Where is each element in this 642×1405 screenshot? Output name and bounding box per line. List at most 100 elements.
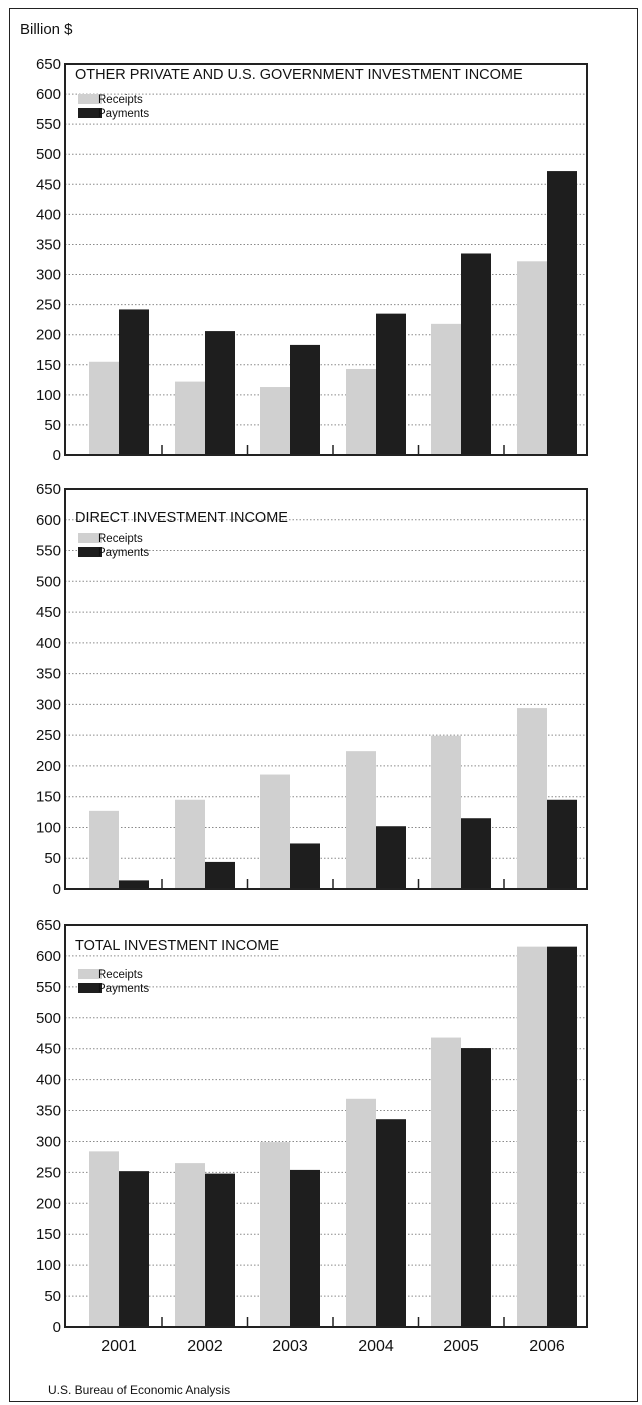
bar-payments-2006 — [547, 799, 577, 889]
y-tick-label: 400 — [36, 206, 61, 223]
y-tick-label: 350 — [36, 236, 61, 253]
y-tick-label: 400 — [36, 1072, 61, 1089]
bar-receipts-2005 — [431, 735, 461, 889]
y-tick-label: 200 — [36, 758, 61, 775]
y-tick-label: 600 — [36, 948, 61, 965]
plot-frame — [64, 488, 588, 890]
y-tick-label: 250 — [36, 1164, 61, 1181]
bar-payments-2002 — [205, 1173, 235, 1327]
bar-payments-2004 — [376, 313, 406, 455]
bar-payments-2002 — [205, 861, 235, 889]
y-tick-label: 250 — [36, 727, 61, 744]
bar-payments-2004 — [376, 826, 406, 889]
plot-frame — [64, 63, 588, 456]
legend-swatch-payments — [78, 547, 102, 557]
y-tick-label: 200 — [36, 327, 61, 344]
chart-panels: 050100150200250300350400450500550600650O… — [36, 56, 588, 1355]
y-tick-label: 650 — [36, 917, 61, 934]
bar-receipts-2003 — [260, 1142, 290, 1327]
y-tick-label: 300 — [36, 1133, 61, 1150]
bar-receipts-2005 — [431, 323, 461, 455]
y-tick-label: 350 — [36, 666, 61, 683]
y-tick-label: 100 — [36, 1257, 61, 1274]
x-tick-label: 2002 — [187, 1338, 223, 1355]
y-tick-label: 450 — [36, 1041, 61, 1058]
unit-label: Billion $ — [20, 21, 73, 38]
legend-swatch-receipts — [78, 533, 102, 543]
bar-receipts-2001 — [89, 1151, 119, 1327]
bar-payments-2003 — [290, 843, 320, 889]
bar-receipts-2002 — [175, 799, 205, 889]
plot-frame — [64, 924, 588, 1328]
legend-swatch-receipts — [78, 94, 102, 104]
bar-receipts-2003 — [260, 774, 290, 889]
y-tick-label: 650 — [36, 481, 61, 498]
bar-payments-2006 — [547, 946, 577, 1327]
bar-receipts-2004 — [346, 1098, 376, 1327]
panel-2: 0 50 100 150 200 250 300 350 400 450 500 550 600 650 D… — [36, 481, 588, 898]
bar-receipts-2001 — [89, 361, 119, 455]
bar-receipts-2004 — [346, 751, 376, 889]
legend-label-payments: Payments — [98, 547, 149, 559]
legend-label-payments: Payments — [98, 983, 149, 995]
y-tick-label: 50 — [44, 417, 61, 434]
legend-swatch-payments — [78, 983, 102, 993]
bar-receipts-2005 — [431, 1037, 461, 1327]
y-tick-label: 350 — [36, 1103, 61, 1120]
y-tick-label: 500 — [36, 573, 61, 590]
panel-title: DIRECT INVESTMENT INCOME — [75, 510, 288, 526]
x-tick-label: 2004 — [358, 1338, 394, 1355]
x-tick-label: 2006 — [529, 1338, 565, 1355]
bar-payments-2001 — [119, 880, 149, 889]
source-note: U.S. Bureau of Economic Analysis — [48, 1383, 230, 1397]
bar-payments-2006 — [547, 171, 577, 455]
y-tick-label: 250 — [36, 297, 61, 314]
y-tick-label: 450 — [36, 604, 61, 621]
panel-title: OTHER PRIVATE AND U.S. GOVERNMENT INVEST… — [75, 67, 523, 83]
legend-label-receipts: Receipts — [98, 969, 143, 981]
legend-label-payments: Payments — [98, 108, 149, 120]
x-tick-label: 2003 — [272, 1338, 308, 1355]
y-tick-label: 400 — [36, 635, 61, 652]
bar-payments-2003 — [290, 344, 320, 455]
bar-receipts-2002 — [175, 381, 205, 455]
y-tick-label: 150 — [36, 357, 61, 374]
y-tick-label: 550 — [36, 543, 61, 560]
y-tick-label: 450 — [36, 176, 61, 193]
x-tick-label: 2001 — [101, 1338, 137, 1355]
y-tick-label: 300 — [36, 696, 61, 713]
bar-payments-2001 — [119, 1171, 149, 1327]
bar-payments-2004 — [376, 1119, 406, 1327]
y-tick-label: 100 — [36, 819, 61, 836]
panel-1: 0 50 100 150 200 250 300 350 400 450 500 550 600 650 O… — [36, 56, 588, 464]
y-tick-label: 300 — [36, 267, 61, 284]
y-tick-label: 500 — [36, 1010, 61, 1027]
x-tick-label: 2005 — [443, 1338, 479, 1355]
panel-title: TOTAL INVESTMENT INCOME — [75, 938, 279, 954]
bar-payments-2005 — [461, 818, 491, 889]
legend-label-receipts: Receipts — [98, 94, 143, 106]
bar-receipts-2006 — [517, 261, 547, 455]
bar-receipts-2003 — [260, 387, 290, 455]
bar-payments-2001 — [119, 309, 149, 455]
y-tick-label: 150 — [36, 1226, 61, 1243]
y-tick-label: 100 — [36, 387, 61, 404]
bar-receipts-2006 — [517, 708, 547, 889]
y-tick-label: 600 — [36, 86, 61, 103]
y-tick-label: 150 — [36, 789, 61, 806]
legend-swatch-receipts — [78, 969, 102, 979]
bar-payments-2005 — [461, 1048, 491, 1327]
y-tick-label: 0 — [53, 881, 61, 898]
y-tick-label: 50 — [44, 850, 61, 867]
legend-label-receipts: Receipts — [98, 533, 143, 545]
y-tick-label: 650 — [36, 56, 61, 73]
y-tick-label: 550 — [36, 979, 61, 996]
y-tick-label: 600 — [36, 512, 61, 529]
bar-payments-2002 — [205, 331, 235, 455]
bar-receipts-2001 — [89, 810, 119, 889]
bar-payments-2005 — [461, 253, 491, 455]
panel-3: 0 50 100 150 200 250 300 350 400 450 500 550 600 650 T… — [36, 917, 588, 1355]
bar-receipts-2004 — [346, 368, 376, 455]
